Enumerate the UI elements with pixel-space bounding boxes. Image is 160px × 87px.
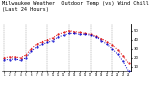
Text: Milwaukee Weather  Outdoor Temp (vs) Wind Chill (Last 24 Hours): Milwaukee Weather Outdoor Temp (vs) Wind… [2,1,148,12]
